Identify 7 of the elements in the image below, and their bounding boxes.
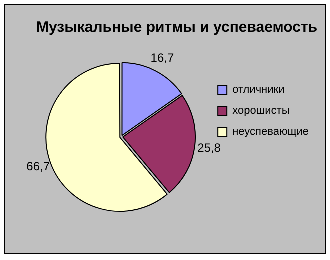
legend-label: неуспевающие xyxy=(232,126,309,138)
legend-label: хорошисты xyxy=(232,105,290,118)
data-label: 25,8 xyxy=(198,140,222,155)
legend-label: отличники xyxy=(232,84,285,96)
data-label: 16,7 xyxy=(150,50,174,65)
data-label: 66,7 xyxy=(26,160,50,174)
chart-title: Музыкальные ритмы и успеваемость xyxy=(36,19,318,36)
